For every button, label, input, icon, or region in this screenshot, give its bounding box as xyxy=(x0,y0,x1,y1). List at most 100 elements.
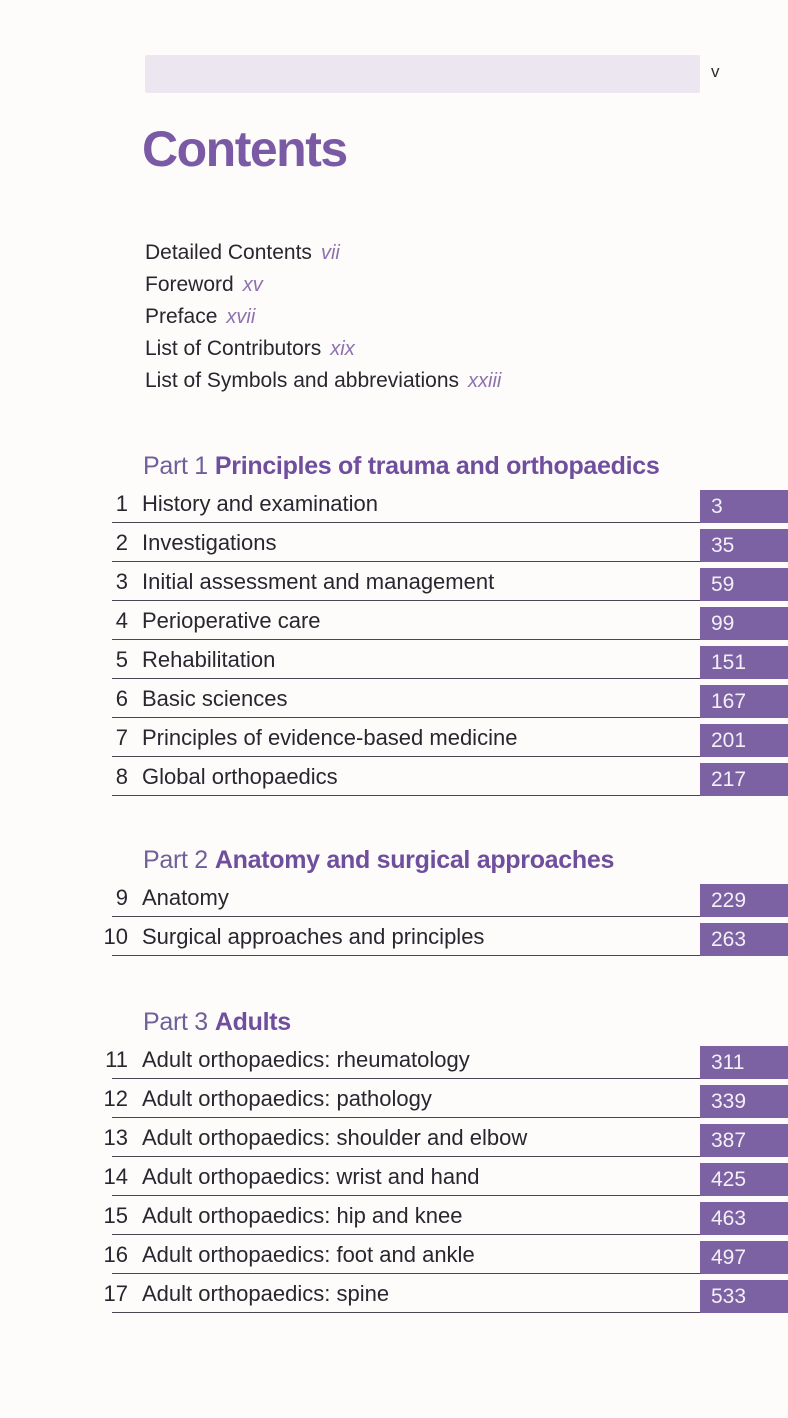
part-heading: Part 1 Principles of trauma and orthopaed… xyxy=(143,452,788,484)
page-number-box: 151 xyxy=(700,646,788,679)
page-number-box: 35 xyxy=(700,529,788,562)
front-matter-label: Preface xyxy=(145,305,218,328)
table-row: 14 Adult orthopaedics: wrist and hand 425 xyxy=(104,1157,788,1196)
part-heading: Part 2 Anatomy and surgical approaches xyxy=(143,846,788,878)
page-number-box: 425 xyxy=(700,1163,788,1196)
chapter-title: Rehabilitation xyxy=(142,647,276,672)
table-row: 5 Rehabilitation 151 xyxy=(112,640,788,679)
chapter-page: 59 xyxy=(711,573,735,596)
chapter-number: 11 xyxy=(105,1047,128,1072)
chapter-rows: 1 History and examination 3 2 Investigatio… xyxy=(112,484,788,796)
chapter-number: 1 xyxy=(115,491,128,516)
table-row: 3 Initial assessment and management 59 xyxy=(112,562,788,601)
table-row: 9 Anatomy 229 xyxy=(112,878,788,917)
chapter-title: Initial assessment and management xyxy=(142,569,495,594)
chapter-title: Adult orthopaedics: shoulder and elbow xyxy=(142,1125,528,1150)
chapter-page: 99 xyxy=(711,612,735,635)
page-number-box: 201 xyxy=(700,724,788,757)
front-matter-page: vii xyxy=(320,242,340,264)
chapter-page: 3 xyxy=(711,495,723,518)
chapter-page: 533 xyxy=(711,1285,747,1308)
front-matter-page: xv xyxy=(242,274,263,296)
part-section-1: Part 1 Principles of trauma and orthopaed… xyxy=(0,452,788,796)
chapter-number: 2 xyxy=(115,530,128,555)
front-matter-item: Detailed Contents vii xyxy=(145,237,501,269)
table-row: 12 Adult orthopaedics: pathology 339 xyxy=(104,1079,788,1118)
table-row: 2 Investigations 35 xyxy=(112,523,788,562)
chapter-title: Global orthopaedics xyxy=(142,764,338,789)
page-number-box: 463 xyxy=(700,1202,788,1235)
chapter-number: 16 xyxy=(103,1242,128,1267)
chapter-title: Adult orthopaedics: spine xyxy=(142,1281,390,1306)
chapter-number: 9 xyxy=(115,885,128,910)
part-section-3: Part 3 Adults 11 Adult orthopaedics: rheum… xyxy=(0,1008,788,1313)
page-number: v xyxy=(711,62,720,81)
chapter-number: 12 xyxy=(103,1086,128,1111)
page-number-box: 497 xyxy=(700,1241,788,1274)
chapter-number: 14 xyxy=(103,1164,128,1189)
chapter-title: Adult orthopaedics: pathology xyxy=(142,1086,432,1111)
table-row: 17 Adult orthopaedics: spine 533 xyxy=(104,1274,788,1313)
page-number-box: 3 xyxy=(700,490,788,523)
front-matter-label: Detailed Contents xyxy=(145,241,312,264)
chapter-number: 15 xyxy=(103,1203,128,1228)
table-row: 13 Adult orthopaedics: shoulder and elbow… xyxy=(104,1118,788,1157)
page-number-box: 229 xyxy=(700,884,788,917)
running-header-bar xyxy=(145,55,700,93)
front-matter-label: List of Contributors xyxy=(145,337,322,360)
page-number-box: 263 xyxy=(700,923,788,956)
chapter-page: 387 xyxy=(711,1129,747,1152)
chapter-number: 13 xyxy=(103,1125,128,1150)
front-matter-item: Foreword xv xyxy=(145,269,501,301)
chapter-number: 5 xyxy=(115,647,128,672)
front-matter-list: Detailed Contents vii Foreword xv Preface x… xyxy=(145,237,501,397)
chapter-number: 7 xyxy=(115,725,128,750)
page-number-box: 339 xyxy=(700,1085,788,1118)
chapter-title: Principles of evidence-based medicine xyxy=(142,725,518,750)
chapter-rows: 9 Anatomy 229 10 Surgical approaches and p… xyxy=(104,878,788,956)
chapter-number: 4 xyxy=(115,608,128,633)
chapter-title: Adult orthopaedics: rheumatology xyxy=(142,1047,470,1072)
chapter-number: 17 xyxy=(103,1281,128,1306)
table-row: 4 Perioperative care 99 xyxy=(112,601,788,640)
page-number-box: 99 xyxy=(700,607,788,640)
table-row: 8 Global orthopaedics 217 xyxy=(112,757,788,796)
front-matter-page: xix xyxy=(330,338,355,360)
table-row: 16 Adult orthopaedics: foot and ankle 497 xyxy=(104,1235,788,1274)
chapter-title: Perioperative care xyxy=(142,608,321,633)
chapter-page: 167 xyxy=(711,690,747,713)
table-row: 15 Adult orthopaedics: hip and knee 463 xyxy=(104,1196,788,1235)
page-number-box: 59 xyxy=(700,568,788,601)
chapter-page: 463 xyxy=(711,1207,747,1230)
part-label: Part 3 xyxy=(143,1008,208,1036)
chapter-page: 497 xyxy=(711,1246,747,1269)
chapter-page: 217 xyxy=(711,768,747,791)
part-heading: Part 3 Adults xyxy=(143,1008,788,1040)
chapter-title: History and examination xyxy=(142,491,379,516)
front-matter-label: Foreword xyxy=(145,273,234,296)
front-matter-item: Preface xvii xyxy=(145,301,501,333)
chapter-number: 6 xyxy=(115,686,128,711)
part-title: Adults xyxy=(214,1008,291,1036)
page-number-box: 311 xyxy=(700,1046,788,1079)
chapter-page: 35 xyxy=(711,534,735,557)
front-matter-item: List of Symbols and abbreviations xxiii xyxy=(145,365,501,397)
table-row: 10 Surgical approaches and principles 263 xyxy=(104,917,788,956)
table-row: 1 History and examination 3 xyxy=(112,484,788,523)
table-row: 7 Principles of evidence-based medicine 2… xyxy=(112,718,788,757)
page-number-box: 217 xyxy=(700,763,788,796)
chapter-page: 425 xyxy=(711,1168,747,1191)
page-title: Contents xyxy=(142,121,348,177)
chapter-number: 8 xyxy=(115,764,128,789)
table-row: 6 Basic sciences 167 xyxy=(112,679,788,718)
chapter-page: 339 xyxy=(711,1090,747,1113)
part-title: Principles of trauma and orthopaedics xyxy=(214,452,660,480)
page-number-box: 167 xyxy=(700,685,788,718)
chapter-rows: 11 Adult orthopaedics: rheumatology 311 1… xyxy=(104,1040,788,1313)
chapter-page: 151 xyxy=(711,651,747,674)
part-title: Anatomy and surgical approaches xyxy=(214,846,615,874)
chapter-number: 10 xyxy=(103,924,128,949)
chapter-page: 263 xyxy=(711,928,747,951)
chapter-number: 3 xyxy=(115,569,128,594)
